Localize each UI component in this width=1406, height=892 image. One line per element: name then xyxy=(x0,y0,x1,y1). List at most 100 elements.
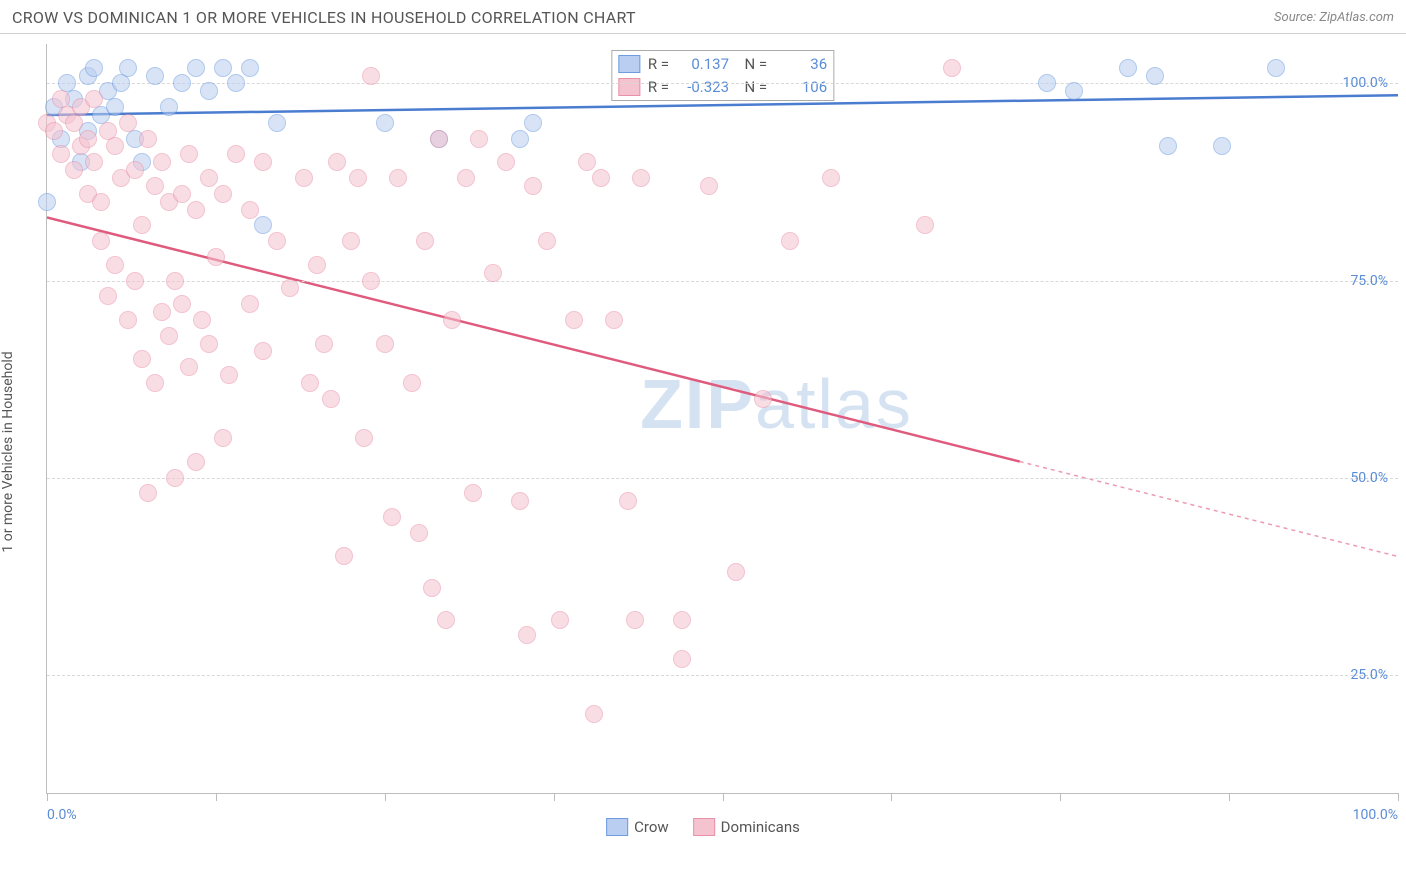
data-point xyxy=(241,59,259,77)
data-point xyxy=(160,327,178,345)
corr-r-crow: 0.137 xyxy=(677,53,729,76)
data-point xyxy=(214,429,232,447)
series-legend: Crow Dominicans xyxy=(606,818,800,836)
regression-lines xyxy=(47,44,1398,793)
data-point xyxy=(673,611,691,629)
gridline xyxy=(47,478,1398,479)
data-point xyxy=(943,59,961,77)
data-point xyxy=(254,342,272,360)
data-point xyxy=(342,232,360,250)
x-tick-label: 100.0% xyxy=(1353,807,1398,823)
data-point xyxy=(139,484,157,502)
data-point xyxy=(166,469,184,487)
data-point xyxy=(166,272,184,290)
chart-header: CROW VS DOMINICAN 1 OR MORE VEHICLES IN … xyxy=(0,0,1406,34)
data-point xyxy=(126,161,144,179)
corr-row-crow: R = 0.137 N = 36 xyxy=(618,53,827,76)
corr-n-label: N = xyxy=(737,53,767,76)
data-point xyxy=(153,153,171,171)
data-point xyxy=(200,169,218,187)
data-point xyxy=(700,177,718,195)
data-point xyxy=(626,611,644,629)
x-tick xyxy=(723,793,724,801)
data-point xyxy=(187,59,205,77)
data-point xyxy=(173,185,191,203)
data-point xyxy=(214,59,232,77)
data-point xyxy=(126,272,144,290)
data-point xyxy=(524,114,542,132)
data-point xyxy=(146,177,164,195)
data-point xyxy=(1038,74,1056,92)
data-point xyxy=(254,153,272,171)
data-point xyxy=(106,98,124,116)
data-point xyxy=(173,295,191,313)
data-point xyxy=(85,59,103,77)
data-point xyxy=(322,390,340,408)
x-tick xyxy=(1229,793,1230,801)
data-point xyxy=(484,264,502,282)
data-point xyxy=(1159,137,1177,155)
data-point xyxy=(308,256,326,274)
data-point xyxy=(362,67,380,85)
data-point xyxy=(301,374,319,392)
data-point xyxy=(916,216,934,234)
data-point xyxy=(133,216,151,234)
data-point xyxy=(619,492,637,510)
data-point xyxy=(328,153,346,171)
data-point xyxy=(464,484,482,502)
data-point xyxy=(389,169,407,187)
data-point xyxy=(518,626,536,644)
data-point xyxy=(315,335,333,353)
data-point xyxy=(241,201,259,219)
x-tick xyxy=(47,793,48,801)
swatch-dominicans xyxy=(618,78,640,96)
data-point xyxy=(349,169,367,187)
data-point xyxy=(180,358,198,376)
y-tick-label: 25.0% xyxy=(1350,667,1388,683)
legend-item-crow: Crow xyxy=(606,818,669,836)
data-point xyxy=(254,216,272,234)
data-point xyxy=(754,390,772,408)
data-point xyxy=(376,335,394,353)
x-tick xyxy=(1060,793,1061,801)
data-point xyxy=(187,453,205,471)
data-point xyxy=(430,130,448,148)
corr-n-crow: 36 xyxy=(775,53,827,76)
gridline xyxy=(47,83,1398,84)
chart-title: CROW VS DOMINICAN 1 OR MORE VEHICLES IN … xyxy=(12,8,636,27)
data-point xyxy=(112,74,130,92)
data-point xyxy=(160,98,178,116)
data-point xyxy=(139,130,157,148)
y-tick-label: 75.0% xyxy=(1350,273,1388,289)
data-point xyxy=(437,611,455,629)
data-point xyxy=(281,279,299,297)
data-point xyxy=(592,169,610,187)
legend-label-crow: Crow xyxy=(634,818,669,836)
data-point xyxy=(376,114,394,132)
corr-n-label: N = xyxy=(737,76,767,99)
data-point xyxy=(241,295,259,313)
data-point xyxy=(1213,137,1231,155)
data-point xyxy=(119,59,137,77)
swatch-crow xyxy=(606,818,628,836)
gridline xyxy=(47,675,1398,676)
data-point xyxy=(227,74,245,92)
data-point xyxy=(227,145,245,163)
data-point xyxy=(524,177,542,195)
legend-item-dominicans: Dominicans xyxy=(693,818,800,836)
corr-r-label: R = xyxy=(648,76,669,99)
data-point xyxy=(133,350,151,368)
corr-n-dominicans: 106 xyxy=(775,76,827,99)
data-point xyxy=(99,287,117,305)
data-point xyxy=(65,161,83,179)
watermark-zip: ZIP xyxy=(640,365,755,443)
data-point xyxy=(106,137,124,155)
data-point xyxy=(511,130,529,148)
data-point xyxy=(822,169,840,187)
data-point xyxy=(1065,82,1083,100)
data-point xyxy=(511,492,529,510)
data-point xyxy=(180,145,198,163)
data-point xyxy=(1146,67,1164,85)
data-point xyxy=(578,153,596,171)
plot-region: ZIPatlas R = 0.137 N = 36 R = -0.323 N =… xyxy=(46,44,1398,794)
